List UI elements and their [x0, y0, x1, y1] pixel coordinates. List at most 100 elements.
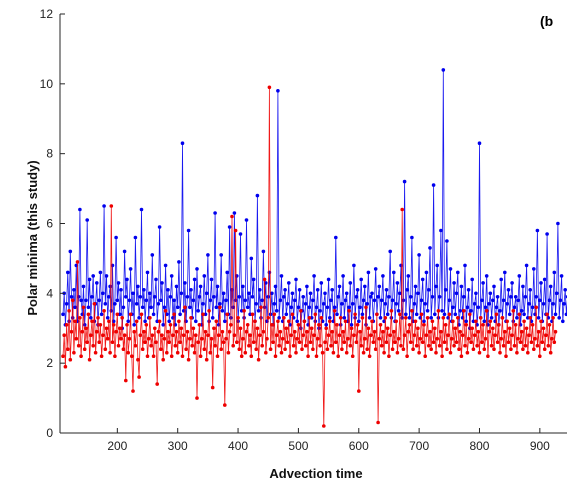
series-1-point-205: [308, 340, 313, 345]
series-1-point-36: [104, 326, 109, 331]
series-0-point-25: [91, 274, 95, 278]
series-1-point-392: [534, 305, 538, 310]
series-1-point-207: [311, 347, 315, 352]
series-0-point-97: [178, 312, 182, 317]
series-1-point-31: [98, 323, 103, 327]
series-0-point-368: [505, 302, 510, 306]
series-1-point-398: [541, 326, 546, 331]
series-1-point-396: [539, 319, 543, 324]
series-1-point-377: [516, 336, 520, 341]
series-1-point-145: [236, 316, 240, 320]
series-0-point-152: [244, 218, 249, 222]
series-0-point-88: [167, 319, 171, 324]
series-1-point-165: [260, 343, 265, 348]
series-1-point-290: [411, 347, 415, 352]
series-0-point-252: [365, 302, 370, 306]
series-1-point-118: [203, 329, 208, 334]
series-1-point-119: [204, 357, 209, 362]
series-1-point-136: [225, 312, 229, 317]
series-1-point-252: [365, 347, 370, 352]
series-0-point-153: [245, 305, 250, 310]
series-1-point-53: [125, 323, 129, 327]
series-0-point-89: [168, 295, 173, 299]
series-1-point-291: [412, 333, 417, 338]
series-1-point-162: [256, 357, 261, 362]
series-1-point-259: [373, 347, 378, 352]
series-1-point-100: [181, 333, 186, 338]
series-0-point-404: [548, 284, 553, 289]
series-1-point-197: [299, 309, 303, 313]
series-1-point-273: [390, 347, 395, 352]
series-1-point-334: [464, 323, 469, 327]
series-0-point-386: [527, 302, 531, 306]
series-1-point-160: [254, 347, 258, 352]
series-0-point-142: [232, 211, 237, 215]
series-1-point-83: [161, 357, 165, 362]
series-1-point-330: [459, 354, 464, 359]
x-tick-label-200: 200: [107, 439, 127, 453]
series-1-point-323: [451, 319, 455, 324]
series-1-point-42: [111, 323, 116, 327]
series-0-point-58: [131, 291, 135, 296]
series-0-point-403: [547, 298, 552, 303]
series-0-point-123: [209, 277, 214, 282]
series-0-point-130: [218, 302, 222, 306]
series-1-point-327: [456, 316, 460, 320]
series-1-point-153: [245, 323, 250, 327]
series-0-point-129: [216, 323, 221, 327]
series-0-point-347: [480, 298, 484, 303]
series-0-point-31: [98, 270, 103, 275]
series-1-point-157: [250, 312, 255, 317]
series-1-point-299: [422, 323, 426, 327]
series-0-point-335: [465, 305, 470, 310]
series-1-point-17: [81, 305, 86, 310]
series-0-point-325: [453, 312, 458, 317]
series-1-point-386: [527, 333, 531, 338]
series-1-point-285: [405, 354, 409, 359]
series-1-point-210: [314, 354, 319, 359]
series-1-point-242: [353, 312, 357, 317]
series-1-point-354: [488, 319, 493, 324]
series-0-point-333: [463, 263, 467, 268]
series-0-point-207: [311, 298, 315, 303]
series-1-point-298: [420, 340, 425, 345]
series-0-point-321: [448, 267, 453, 271]
series-0-point-124: [210, 316, 215, 320]
series-0-point-218: [324, 323, 329, 327]
series-1-point-93: [173, 343, 178, 348]
series-1-point-191: [291, 343, 296, 348]
plot-area: [61, 68, 567, 428]
series-0-point-396: [539, 281, 543, 285]
series-1-point-54: [126, 350, 130, 355]
series-0-point-183: [282, 295, 286, 299]
series-1-point-8: [70, 298, 75, 303]
series-1-point-338: [469, 340, 473, 345]
series-1-point-72: [148, 316, 152, 320]
series-1-point-231: [340, 347, 344, 352]
series-1-point-284: [404, 316, 408, 320]
series-0-point-144: [235, 274, 239, 278]
series-1-point-68: [143, 340, 147, 345]
series-1-point-316: [442, 340, 447, 345]
series-0-point-221: [328, 316, 332, 320]
series-1-point-358: [493, 333, 498, 338]
series-1-point-142: [232, 333, 237, 338]
series-1-point-74: [150, 333, 155, 338]
series-0-point-128: [215, 284, 220, 289]
series-0-point-73: [149, 305, 153, 310]
series-0-point-317: [443, 288, 448, 292]
series-0-point-80: [157, 225, 162, 229]
series-0-point-237: [347, 305, 351, 310]
series-1-point-61: [134, 319, 139, 324]
series-1-line: [62, 87, 556, 427]
series-1-point-211: [315, 336, 320, 341]
series-1-point-144: [235, 340, 239, 345]
series-0-point-194: [295, 319, 300, 324]
series-0-point-177: [274, 309, 279, 313]
series-0-point-370: [507, 312, 512, 317]
series-1-point-181: [279, 350, 284, 355]
series-0-point-228: [336, 295, 341, 299]
series-1-point-287: [407, 323, 412, 327]
series-1-point-4: [66, 347, 70, 352]
series-0-point-254: [367, 316, 372, 320]
